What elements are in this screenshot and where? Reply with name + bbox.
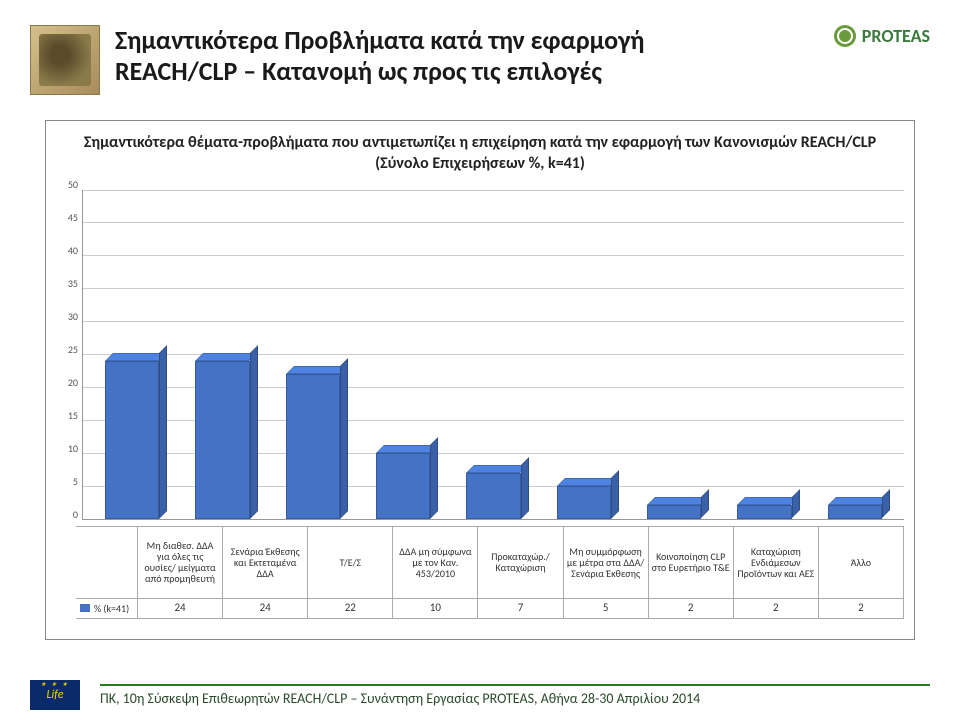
bar	[195, 361, 249, 519]
bar	[286, 374, 340, 519]
bar-slot	[177, 190, 267, 519]
bar	[647, 505, 701, 518]
bar-slot	[448, 190, 538, 519]
chart-frame: Σημαντικότερα θέματα-προβλήματα που αντι…	[45, 120, 915, 640]
bar	[737, 505, 791, 518]
bar	[376, 453, 430, 519]
series-label: % (k=41)	[94, 602, 129, 615]
category-row: Μη διαθεσ. ΔΔΑ για όλες τις ουσίες/ μείγ…	[76, 527, 904, 599]
bar-slot	[87, 190, 177, 519]
proteas-icon	[834, 25, 856, 47]
plot	[82, 190, 904, 520]
bar-slot	[268, 190, 358, 519]
plot-area: 05101520253035404550	[56, 190, 904, 520]
category-cell: Μη συμμόρφωση με μέτρα στα ΔΔΑ/ Σενάρια …	[564, 527, 649, 599]
value-cell: 10	[393, 599, 478, 619]
bar-slot	[719, 190, 809, 519]
series-legend: % (k=41)	[76, 599, 138, 619]
value-cell: 2	[819, 599, 904, 619]
title-line-2: REACH/CLP – Κατανομή ως προς τις επιλογέ…	[115, 56, 790, 87]
title-line-1: Σημαντικότερα Προβλήματα κατά την εφαρμο…	[115, 25, 790, 56]
bar	[105, 361, 159, 519]
chart-title-line-2: (Σύνολο Επιχειρήσεων %, k=41)	[56, 154, 904, 175]
bar-slot	[539, 190, 629, 519]
y-axis: 05101520253035404550	[56, 190, 82, 520]
category-cell: Σενάρια Έκθεσης και Εκτεταμένα ΔΔΑ	[223, 527, 308, 599]
logo-left-icon	[30, 25, 100, 95]
bar-slot	[358, 190, 448, 519]
category-cell: Κοινοποίηση CLP στο Ευρετήριο Τ&Ε	[649, 527, 734, 599]
value-cell: 5	[564, 599, 649, 619]
category-cell: Τ/Ε/Σ	[308, 527, 393, 599]
category-cell: Καταχώριση Ενδιάμεσων Προϊόντων και ΑΕΣ	[734, 527, 819, 599]
category-cell: Προκαταχώρ./ Καταχώριση	[478, 527, 563, 599]
bar	[828, 505, 882, 518]
value-cell: 24	[138, 599, 223, 619]
slide-header: Σημαντικότερα Προβλήματα κατά την εφαρμο…	[0, 0, 960, 105]
bar	[466, 473, 520, 519]
bar	[557, 486, 611, 519]
proteas-text: PROTEAS	[862, 25, 930, 47]
category-cell: ΔΔΑ μη σύμφωνα με τον Καν. 453/2010	[393, 527, 478, 599]
value-cell: 24	[223, 599, 308, 619]
value-row: % (k=41) 2424221075222	[76, 599, 904, 619]
legend-swatch-icon	[80, 604, 90, 612]
slide-footer: Life ΠΚ, 10η Σύσκεψη Επιθεωρητών REACH/C…	[0, 680, 960, 710]
value-cell: 2	[734, 599, 819, 619]
category-cell: Μη διαθεσ. ΔΔΑ για όλες τις ουσίες/ μείγ…	[138, 527, 223, 599]
bars-container	[83, 190, 904, 519]
title-block: Σημαντικότερα Προβλήματα κατά την εφαρμο…	[115, 25, 790, 87]
data-table: Μη διαθεσ. ΔΔΑ για όλες τις ουσίες/ μείγ…	[76, 526, 904, 619]
bar-slot	[810, 190, 900, 519]
footer-text: ΠΚ, 10η Σύσκεψη Επιθεωρητών REACH/CLP – …	[100, 684, 930, 707]
legend-spacer	[76, 527, 138, 599]
chart-title: Σημαντικότερα θέματα-προβλήματα που αντι…	[56, 133, 904, 175]
value-cell: 7	[478, 599, 563, 619]
life-logo-icon: Life	[30, 680, 80, 710]
chart-title-line-1: Σημαντικότερα θέματα-προβλήματα που αντι…	[56, 133, 904, 154]
value-cell: 2	[649, 599, 734, 619]
bar-slot	[629, 190, 719, 519]
life-text: Life	[46, 688, 63, 702]
value-cell: 22	[308, 599, 393, 619]
logo-right: PROTEAS	[790, 25, 930, 47]
category-cell: Άλλο	[819, 527, 904, 599]
